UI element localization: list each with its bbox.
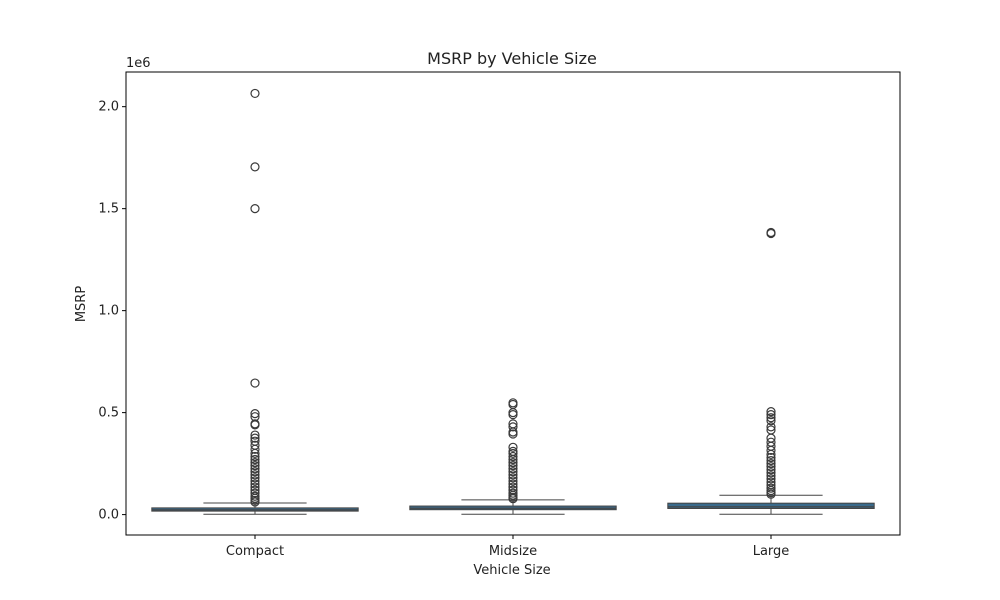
outlier-point bbox=[508, 470, 518, 480]
outlier-point bbox=[766, 228, 776, 239]
outlier-point bbox=[250, 482, 260, 492]
outlier-point bbox=[250, 476, 260, 486]
outlier-point bbox=[508, 442, 518, 452]
outlier-point bbox=[250, 204, 260, 214]
outlier-point bbox=[508, 454, 518, 465]
outlier-point bbox=[766, 474, 776, 484]
plot-frame bbox=[125, 71, 901, 536]
outlier-point bbox=[250, 454, 260, 465]
outlier-point bbox=[508, 473, 518, 483]
y-tick-label: 1.5 bbox=[98, 202, 119, 217]
y-tick-label: 0.0 bbox=[98, 508, 119, 523]
outlier-point bbox=[250, 430, 260, 440]
outlier-point bbox=[250, 409, 260, 419]
outlier-point bbox=[250, 88, 260, 99]
y-tick-label: 2.0 bbox=[98, 100, 119, 115]
x-tick-label: Compact bbox=[226, 544, 284, 559]
outlier-point bbox=[766, 471, 776, 481]
plot-area: 0.0 0.5 1.0 1.5 2.0 Compact Midsize Large bbox=[98, 71, 901, 559]
outlier-point bbox=[766, 489, 776, 499]
x-tick-label: Large bbox=[753, 544, 790, 559]
outlier-point bbox=[508, 479, 518, 489]
outlier-point bbox=[250, 420, 260, 430]
outlier-point bbox=[766, 465, 776, 475]
outlier-point bbox=[250, 444, 260, 454]
outlier-point bbox=[250, 162, 260, 172]
outlier-point bbox=[766, 455, 776, 466]
outlier-point bbox=[250, 451, 260, 462]
outlier-point bbox=[250, 378, 260, 388]
outlier-point bbox=[250, 488, 260, 498]
outlier-point bbox=[508, 467, 518, 477]
outlier-point bbox=[508, 410, 518, 420]
outlier-point bbox=[508, 494, 518, 504]
outlier-point bbox=[766, 416, 776, 426]
outlier-point bbox=[508, 451, 518, 462]
chart-title: MSRP by Vehicle Size bbox=[427, 49, 597, 68]
outlier-point bbox=[250, 448, 260, 459]
outlier-point bbox=[250, 461, 260, 471]
outlier-point bbox=[766, 410, 776, 420]
outlier-point bbox=[508, 429, 518, 439]
outlier-point bbox=[766, 407, 776, 417]
outlier-point bbox=[250, 497, 260, 507]
y-axis-offset-label: 1e6 bbox=[126, 56, 151, 71]
x-tick-label: Midsize bbox=[489, 544, 537, 559]
outlier-point bbox=[250, 457, 260, 468]
outlier-point bbox=[250, 479, 260, 489]
y-tick-label: 0.5 bbox=[98, 406, 119, 421]
outlier-point bbox=[250, 467, 260, 477]
outlier-point bbox=[508, 448, 518, 459]
y-tick-label: 1.0 bbox=[98, 304, 119, 319]
outlier-point bbox=[508, 461, 518, 471]
outlier-point bbox=[508, 464, 518, 474]
outlier-point bbox=[766, 459, 776, 469]
y-axis-label: MSRP bbox=[74, 286, 89, 323]
outlier-point bbox=[766, 468, 776, 478]
outlier-point bbox=[766, 445, 776, 455]
outlier-point bbox=[508, 422, 518, 432]
outlier-point bbox=[508, 476, 518, 486]
outlier-point bbox=[766, 452, 776, 463]
outlier-point bbox=[766, 413, 776, 423]
x-axis-label: Vehicle Size bbox=[473, 563, 550, 578]
outlier-point bbox=[766, 422, 776, 432]
outlier-point bbox=[766, 462, 776, 472]
outlier-point bbox=[250, 433, 260, 443]
outlier-point bbox=[766, 449, 776, 460]
outlier-point bbox=[250, 464, 260, 474]
box-iqr bbox=[667, 502, 875, 509]
outlier-point bbox=[250, 473, 260, 483]
outlier-point bbox=[766, 483, 776, 493]
outlier-point bbox=[508, 457, 518, 468]
outlier-point bbox=[250, 470, 260, 480]
